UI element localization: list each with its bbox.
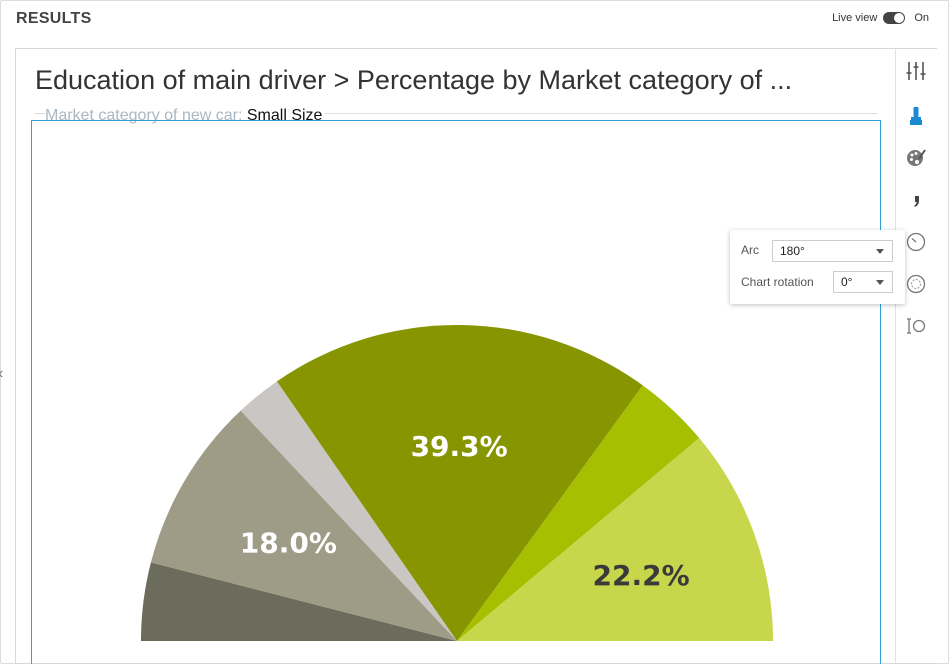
pie-slice-3[interactable] bbox=[240, 381, 457, 641]
title-divider bbox=[35, 113, 877, 114]
target-icon[interactable] bbox=[904, 272, 928, 296]
settings-sidebar bbox=[895, 49, 937, 663]
palette-icon[interactable] bbox=[904, 146, 928, 170]
results-title: RESULTS bbox=[16, 10, 92, 27]
pie-slice-1[interactable] bbox=[141, 562, 457, 641]
pie-slice-4[interactable] bbox=[276, 325, 643, 641]
arc-label: Arc bbox=[741, 243, 759, 257]
pie-slice-label-4: 39.3% bbox=[411, 430, 508, 463]
gauge-icon[interactable] bbox=[904, 230, 928, 254]
chart-selection-box[interactable]: 18.0% 39.3% 22.2% bbox=[31, 120, 881, 664]
pie-chart[interactable]: 18.0% 39.3% 22.2% bbox=[32, 121, 882, 661]
arc-select-value: 180° bbox=[780, 244, 805, 258]
quote-icon[interactable] bbox=[904, 189, 928, 213]
filter-value: Small Size bbox=[246, 107, 323, 124]
rotation-row: Chart rotation bbox=[741, 275, 814, 289]
pie-slice-label-6: 22.2% bbox=[593, 559, 690, 592]
chevron-down-icon bbox=[876, 280, 884, 285]
live-view-state: On bbox=[914, 12, 929, 24]
rotation-label: Chart rotation bbox=[741, 275, 814, 289]
rotation-select-value: 0° bbox=[841, 275, 853, 289]
paint-brush-icon[interactable] bbox=[904, 104, 928, 128]
chart-title[interactable]: Education of main driver > Percentage by… bbox=[35, 65, 793, 95]
arc-row: Arc bbox=[741, 243, 759, 257]
rotation-select[interactable]: 0° bbox=[833, 271, 893, 293]
filter-key: Market category of new car: bbox=[45, 107, 247, 124]
live-view-toggle[interactable] bbox=[883, 12, 906, 24]
sliders-icon[interactable] bbox=[904, 59, 928, 83]
live-view-control: Live view On bbox=[832, 12, 929, 24]
pie-slice-2[interactable] bbox=[150, 410, 457, 641]
collapse-left-icon[interactable]: ‹ bbox=[0, 365, 3, 383]
arc-settings-popover: Arc 180° Chart rotation 0° bbox=[730, 230, 905, 304]
live-view-label: Live view bbox=[832, 12, 878, 24]
pie-slice-6[interactable] bbox=[457, 438, 773, 641]
size-icon[interactable] bbox=[904, 314, 928, 338]
arc-select[interactable]: 180° bbox=[772, 240, 893, 262]
pie-slice-label-2: 18.0% bbox=[240, 526, 337, 559]
pie-slice-5[interactable] bbox=[457, 385, 700, 641]
chevron-down-icon bbox=[876, 249, 884, 254]
